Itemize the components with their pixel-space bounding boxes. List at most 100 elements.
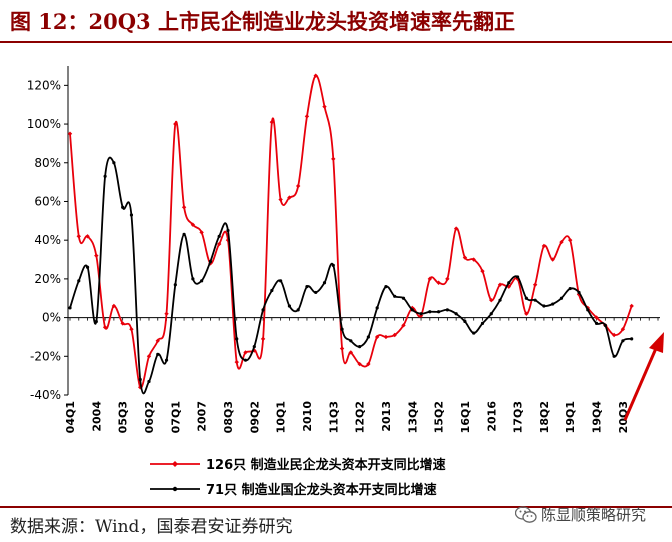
legend-marker	[172, 486, 178, 492]
x-tick-label: 2016	[485, 401, 498, 432]
data-point	[532, 282, 538, 287]
data-point	[445, 276, 450, 282]
data-point	[559, 296, 564, 300]
x-tick-label: 13Q4	[406, 401, 419, 434]
y-tick-label: -40%	[30, 388, 61, 402]
data-point	[252, 345, 256, 349]
x-tick-label: 2010	[301, 401, 314, 432]
data-point	[375, 306, 379, 310]
data-point	[463, 319, 467, 324]
data-point	[612, 354, 616, 358]
data-point	[349, 339, 353, 343]
x-tick-label: 19Q1	[564, 401, 577, 433]
data-point	[226, 228, 230, 233]
data-point	[129, 327, 134, 332]
data-point	[121, 205, 125, 209]
wechat-icon	[515, 505, 537, 523]
data-point	[348, 350, 354, 355]
y-tick-label: 80%	[34, 156, 61, 170]
data-point	[358, 345, 362, 349]
data-point	[155, 338, 160, 344]
data-point	[191, 277, 195, 281]
data-point	[401, 296, 406, 300]
data-point	[322, 104, 327, 109]
data-point	[85, 234, 90, 239]
data-point	[120, 321, 125, 326]
data-point	[489, 312, 493, 316]
data-point	[304, 114, 310, 119]
data-point	[366, 335, 370, 339]
data-point	[340, 327, 344, 331]
data-point	[436, 310, 441, 314]
source-note: 数据来源：Wind，国泰君安证券研究	[10, 517, 293, 537]
data-point	[489, 297, 494, 303]
legend-label: 71只 制造业国企龙头资本开支同比增速	[206, 482, 437, 498]
data-point	[533, 298, 537, 302]
data-point	[594, 321, 599, 325]
data-point	[629, 303, 634, 309]
data-point	[331, 156, 336, 162]
data-point	[436, 280, 441, 285]
legend-label: 126只 制造业民企龙头资本开支同比增速	[206, 457, 446, 473]
y-tick-label: 60%	[34, 194, 61, 208]
data-point	[235, 337, 239, 341]
data-point	[515, 276, 520, 282]
data-point	[630, 337, 634, 341]
data-point	[586, 308, 590, 312]
data-point	[568, 237, 573, 243]
data-point	[401, 323, 406, 328]
line-chart: -40%-20%0%20%40%60%80%100%120% 04Q1 2004 0…	[27, 66, 664, 498]
data-point	[199, 230, 204, 235]
watermark: 陈显顺策略研究	[515, 504, 646, 525]
data-point	[243, 358, 248, 362]
data-point	[611, 332, 617, 338]
x-tick-label: 07Q1	[169, 401, 182, 433]
data-point	[279, 279, 283, 283]
data-point	[498, 298, 502, 302]
data-point	[269, 119, 275, 125]
title-divider	[0, 41, 672, 43]
data-point	[305, 285, 309, 289]
data-point	[112, 161, 116, 165]
data-point	[94, 253, 99, 258]
data-point	[471, 257, 476, 262]
data-point	[156, 352, 160, 356]
data-point	[454, 312, 458, 316]
series-line	[69, 156, 632, 395]
data-point	[445, 308, 449, 312]
x-tick-label: 17Q3	[512, 401, 525, 433]
data-point	[129, 213, 134, 217]
data-point	[542, 304, 546, 308]
x-tick-label: 19Q4	[591, 401, 604, 434]
data-point	[366, 361, 371, 367]
data-point	[472, 331, 476, 335]
data-point	[103, 174, 107, 178]
data-point	[357, 361, 362, 367]
y-axis: -40% -20% 0% 20% 40% 60% 80% 100% 120%	[27, 66, 69, 402]
arrow-head	[649, 332, 664, 353]
y-tick-label: 0%	[42, 311, 61, 325]
arrow-shaft	[623, 345, 659, 421]
data-point	[295, 183, 301, 189]
data-point	[428, 310, 432, 314]
data-point	[384, 285, 388, 289]
legend: 126只 制造业民企龙头资本开支同比增速 71只 制造业国企龙头资本开支同比增速	[150, 457, 446, 498]
data-point	[208, 259, 213, 264]
data-point	[497, 282, 503, 287]
x-tick-label: 20Q3	[617, 401, 630, 433]
data-point	[480, 268, 485, 274]
data-point	[620, 327, 626, 332]
data-point	[261, 308, 265, 312]
data-point	[260, 336, 266, 342]
data-point	[287, 195, 292, 200]
legend-marker	[172, 461, 178, 467]
data-point	[603, 323, 607, 327]
data-point	[94, 319, 98, 324]
x-tick-label: 08Q3	[222, 401, 235, 433]
data-point	[296, 308, 300, 312]
data-point	[594, 315, 599, 320]
data-point	[551, 302, 555, 306]
data-point	[507, 281, 511, 285]
data-point	[164, 311, 169, 316]
trend-arrow	[623, 332, 664, 421]
